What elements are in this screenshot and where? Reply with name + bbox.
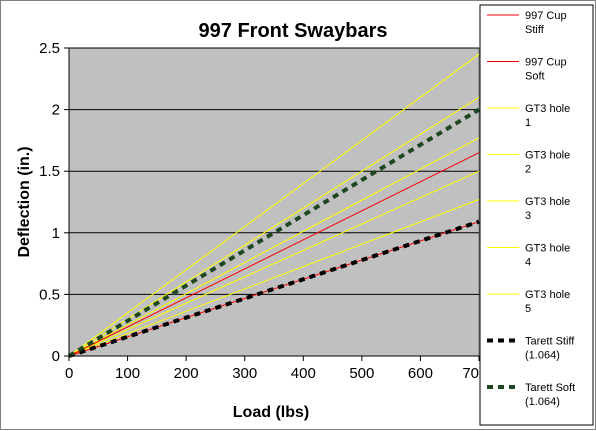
legend-label: GT3 hole — [525, 289, 570, 301]
legend-label: 2 — [525, 164, 531, 176]
x-tick-label: 0 — [65, 365, 73, 382]
x-tick-label: 600 — [408, 365, 433, 382]
legend-label: 997 Cup — [525, 57, 567, 69]
plot-area — [68, 47, 480, 357]
y-axis-label: Deflection (in.) — [16, 146, 33, 257]
legend-label: GT3 hole — [525, 150, 570, 162]
series-line — [68, 199, 480, 357]
series-line — [68, 170, 480, 357]
series-line — [68, 219, 480, 358]
legend: 997 Cup Stiff 997 Cup Soft GT3 hole 1 GT3 hole… — [487, 10, 575, 408]
y-tick-label: 1 — [52, 225, 60, 242]
legend-label: GT3 hole — [525, 196, 570, 208]
gridlines — [69, 47, 479, 295]
x-axis-label: Load (lbs) — [233, 404, 309, 421]
legend-label: 997 Cup — [525, 10, 567, 22]
x-tick-label: 200 — [174, 365, 199, 382]
y-tick-label: 0 — [52, 348, 60, 365]
series-line — [68, 152, 480, 357]
x-tick-label: 70 — [462, 365, 479, 382]
legend-label: 3 — [525, 210, 531, 222]
x-tick-labels: 0 100 200 300 400 500 600 70 — [65, 356, 480, 382]
axes — [68, 48, 479, 357]
legend-label: GT3 hole — [525, 103, 570, 115]
series-line — [67, 107, 481, 358]
legend-label: 5 — [525, 303, 531, 315]
y-tick-label: 2.5 — [39, 40, 60, 57]
y-tick-label: 1.5 — [39, 163, 60, 180]
legend-label: Tarett Stiff — [525, 336, 575, 348]
legend-label: 4 — [525, 257, 531, 269]
legend-label: Tarett Soft — [525, 382, 575, 394]
legend-box — [479, 4, 594, 426]
x-tick-label: 500 — [349, 365, 374, 382]
series-line — [68, 137, 480, 357]
y-tick-label: 2 — [52, 102, 60, 119]
legend-label: Soft — [525, 71, 545, 83]
legend-label: (1.064) — [525, 350, 560, 362]
x-tick-label: 100 — [115, 365, 140, 382]
chart-title: 997 Front Swaybars — [199, 20, 388, 42]
series-lines — [67, 53, 481, 358]
series-line — [68, 53, 480, 357]
legend-label: 1 — [525, 117, 531, 129]
legend-label: (1.064) — [525, 396, 560, 408]
legend-label: Stiff — [525, 24, 545, 36]
x-tick-label: 400 — [291, 365, 316, 382]
y-tick-labels: 0 0.5 1 1.5 2 2.5 — [39, 40, 69, 365]
y-tick-label: 0.5 — [39, 286, 60, 303]
x-tick-label: 300 — [232, 365, 257, 382]
legend-label: GT3 hole — [525, 243, 570, 255]
